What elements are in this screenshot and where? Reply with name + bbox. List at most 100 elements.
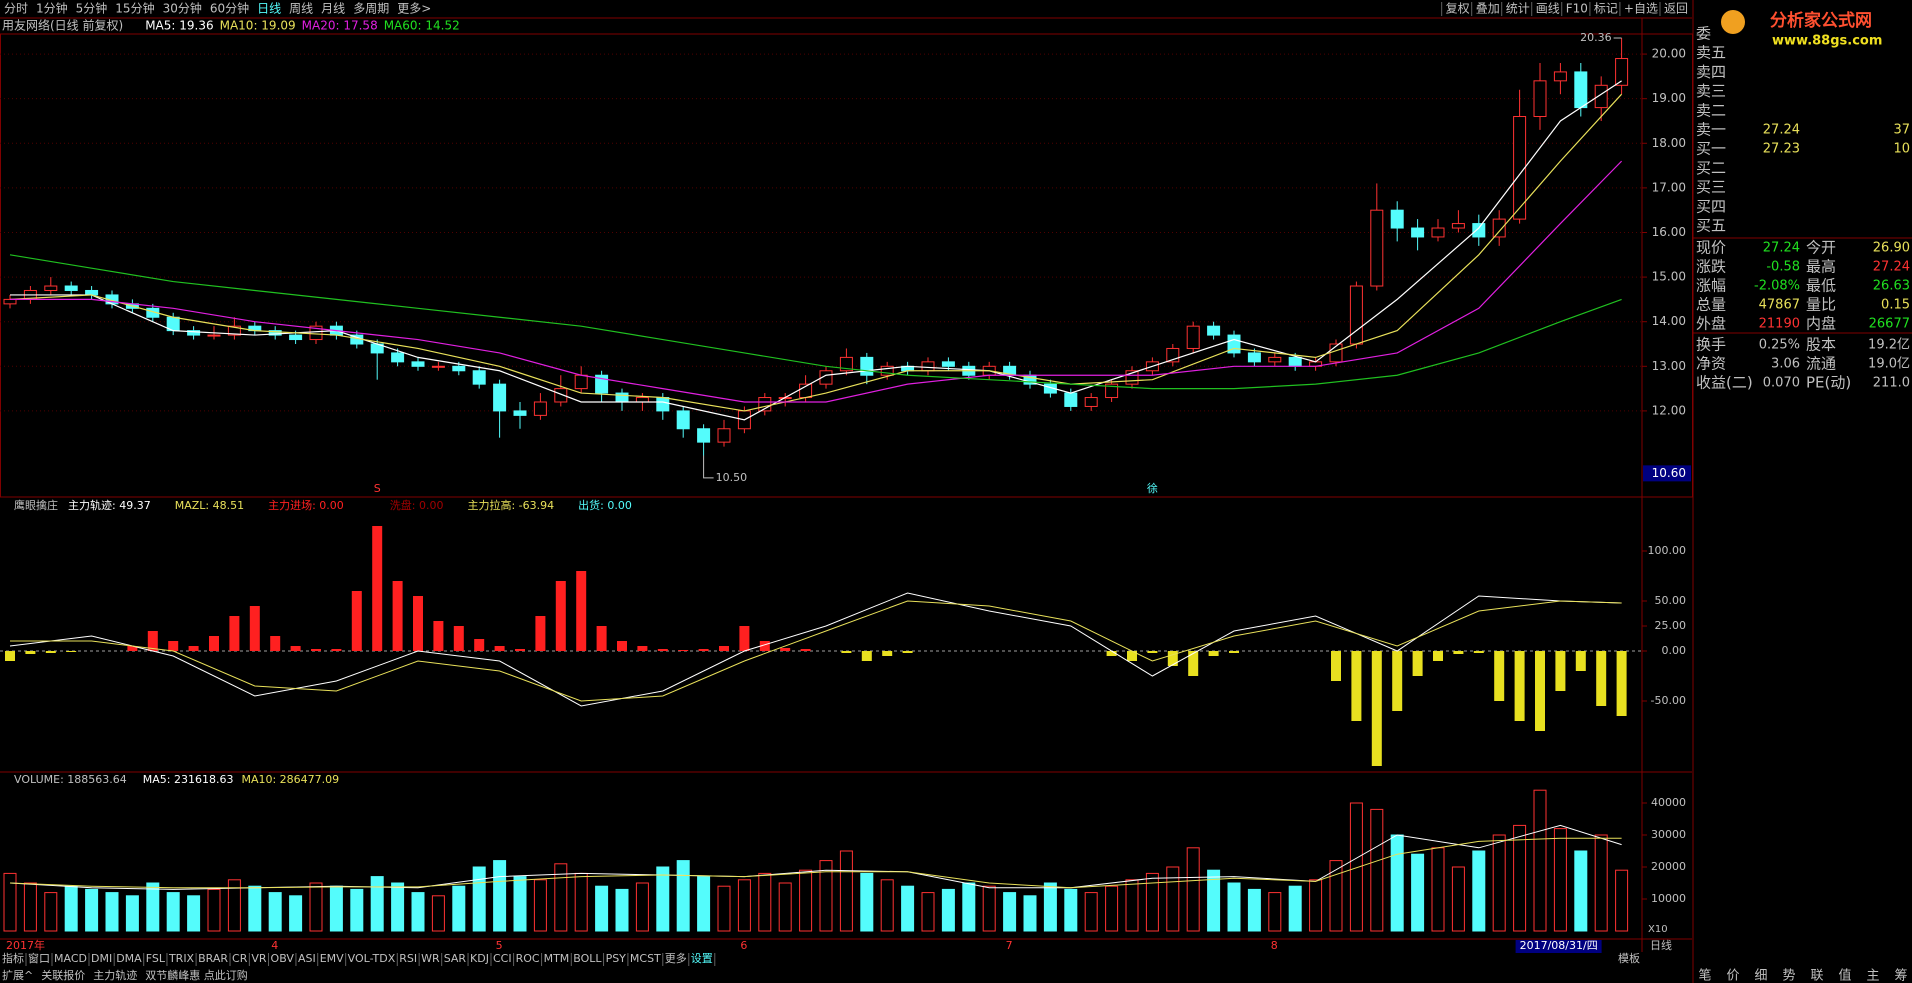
template-tab[interactable]: 模板	[1618, 951, 1640, 965]
finance-label: 净资	[1696, 355, 1726, 373]
candle-body	[1492, 218, 1506, 238]
toolbar-item[interactable]: 多周期	[353, 2, 389, 16]
volume-bar	[676, 860, 690, 932]
legend-item: MA10: 19.09	[220, 19, 296, 33]
indicator-tab[interactable]: RSI	[399, 952, 417, 965]
indicator-bar	[800, 649, 811, 651]
book-price: 27.24	[1763, 123, 1800, 138]
side-tab[interactable]: 价	[1726, 969, 1739, 983]
indicator-tab[interactable]: WR	[421, 952, 440, 965]
indicator-tab[interactable]: EMV	[320, 952, 344, 965]
indicator-tab[interactable]: 设置	[691, 952, 713, 965]
toolbar-item[interactable]: 60分钟	[210, 1, 249, 16]
volume-bar	[1186, 847, 1200, 932]
indicator-tab[interactable]: CCI	[493, 952, 512, 965]
indicator-tab[interactable]: KDJ	[470, 952, 489, 965]
volume-bar	[391, 882, 405, 932]
toolbar-item[interactable]: 30分钟	[163, 1, 202, 16]
chart-title: VOLUME: 188563.64	[14, 773, 127, 786]
indicator-bar	[453, 626, 464, 651]
toolbar-item[interactable]: 15分钟	[115, 1, 154, 16]
legend-item: MA5: 231618.63	[143, 773, 234, 786]
indicator-bar	[331, 649, 342, 651]
candle-body	[1288, 356, 1302, 367]
finance-label: 换手	[1696, 336, 1726, 354]
indicator-tab[interactable]: VR	[251, 952, 267, 965]
toolbar-item[interactable]: 叠加	[1476, 2, 1500, 16]
bottom-item[interactable]: 双节麟峰惠 点此订购	[145, 968, 248, 982]
indicator-tab[interactable]: BRAR	[198, 952, 228, 965]
toolbar-item[interactable]: 复权	[1446, 2, 1470, 16]
bottom-item[interactable]: 关联报价	[41, 968, 85, 982]
indicator-bar	[147, 631, 158, 651]
bottom-item[interactable]: 主力轨迹	[93, 968, 137, 982]
toolbar-item[interactable]: 1分钟	[36, 1, 68, 16]
side-tab[interactable]: 细	[1754, 969, 1767, 983]
indicator-bar	[535, 616, 546, 651]
y-tick-label: 20.00	[1652, 47, 1686, 61]
toolbar-item[interactable]: 返回	[1664, 2, 1688, 16]
indicator-tab[interactable]: MCST	[630, 952, 661, 965]
indicator-tab[interactable]: CR	[232, 952, 248, 965]
side-tab[interactable]: 笔	[1698, 968, 1711, 983]
y-tick-label: 15.00	[1652, 270, 1686, 284]
toolbar-item[interactable]: 日线	[257, 2, 281, 16]
side-tab[interactable]: 值	[1838, 968, 1851, 983]
toolbar-item[interactable]: 更多>	[397, 2, 431, 16]
indicator-bar	[25, 651, 36, 654]
indicator-tab[interactable]: DMI	[91, 952, 112, 965]
indicator-tab[interactable]: MTM	[544, 952, 570, 965]
indicator-tab[interactable]: PSY	[606, 952, 627, 965]
volume-bar	[44, 892, 58, 932]
bottom-item[interactable]: 扩展^	[2, 968, 33, 982]
legend-item: 主力拉高: -63.94	[467, 498, 554, 512]
book-label: 买三	[1696, 178, 1726, 196]
indicator-tab[interactable]: BOLL	[573, 952, 602, 965]
indicator-bar	[1616, 651, 1627, 716]
candle-body	[595, 374, 609, 394]
toolbar-item[interactable]: 分时	[4, 2, 28, 16]
indicator-bar	[413, 596, 423, 651]
volume-bar	[819, 860, 833, 932]
indicator-bar	[1392, 651, 1403, 711]
period-label[interactable]: 日线	[1650, 938, 1672, 952]
toolbar-item[interactable]: 标记	[1594, 2, 1618, 16]
indicator-tab[interactable]: OBV	[271, 952, 295, 965]
indicator-bar	[882, 651, 893, 656]
indicator-bar	[1106, 651, 1117, 656]
toolbar-item[interactable]: 月线	[321, 2, 345, 16]
candle-body	[819, 370, 833, 385]
indicator-bar	[1188, 651, 1199, 676]
toolbar-item[interactable]: 周线	[289, 2, 313, 16]
indicator-tab[interactable]: SAR	[444, 952, 467, 965]
toolbar-item[interactable]: 画线	[1536, 2, 1560, 16]
indicator-tab[interactable]: ASI	[298, 952, 316, 965]
volume-bar	[105, 892, 119, 932]
volume-bar	[982, 885, 996, 932]
toolbar-item[interactable]: F10	[1566, 2, 1588, 16]
indicator-tab[interactable]: TRIX	[168, 952, 195, 965]
quote-value: 26.63	[1873, 279, 1910, 294]
volume-bar	[595, 885, 609, 932]
indicator-bar	[372, 526, 383, 651]
indicator-tab[interactable]: FSL	[146, 952, 166, 965]
indicator-tab[interactable]: 更多	[665, 951, 687, 965]
toolbar-item[interactable]: 统计	[1506, 2, 1530, 16]
indicator-tab[interactable]: DMA	[116, 952, 142, 965]
indicator-tab[interactable]: 指标	[2, 951, 24, 965]
indicator-tab[interactable]: VOL-TDX	[348, 952, 396, 965]
side-tab[interactable]: 筹	[1894, 968, 1907, 983]
indicator-tab[interactable]: 窗口	[28, 951, 50, 965]
side-tab[interactable]: 联	[1810, 969, 1823, 983]
toolbar-item[interactable]: +自选	[1624, 2, 1658, 16]
candle-body	[880, 365, 894, 376]
indicator-tab[interactable]: MACD	[54, 952, 87, 965]
legend-item: 主力进场: 0.00	[268, 498, 344, 512]
quote-value: 26677	[1869, 317, 1910, 332]
candle-body	[1553, 71, 1567, 82]
toolbar-item[interactable]: 5分钟	[76, 1, 108, 16]
side-tab[interactable]: 势	[1782, 968, 1795, 983]
volume-bar	[1003, 892, 1017, 932]
side-tab[interactable]: 主	[1866, 969, 1879, 983]
indicator-tab[interactable]: ROC	[516, 952, 540, 965]
